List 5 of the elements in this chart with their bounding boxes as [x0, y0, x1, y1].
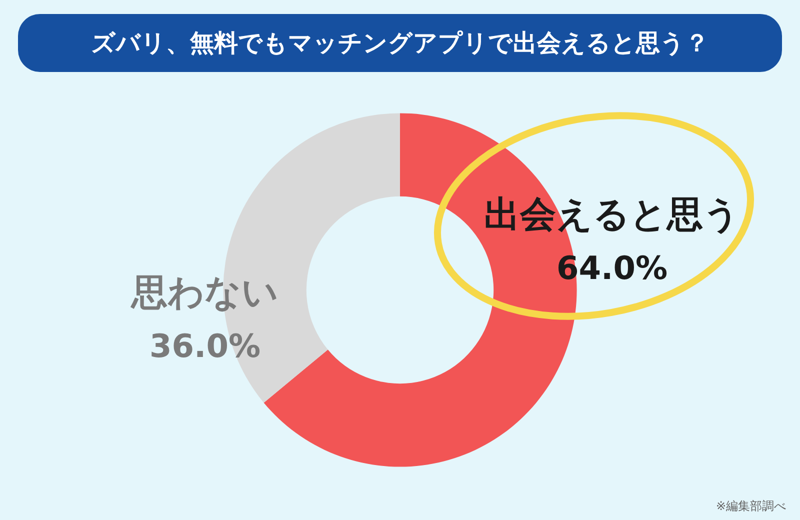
text: ※編集部調べ	[716, 499, 786, 513]
slice-label: 出会えると思う	[484, 194, 740, 236]
data-label: 36.0%	[149, 327, 261, 365]
slice-label: 思わない	[130, 272, 278, 314]
chart-title: ズバリ、無料でもマッチングアプリで出会えると思う？	[18, 14, 782, 72]
